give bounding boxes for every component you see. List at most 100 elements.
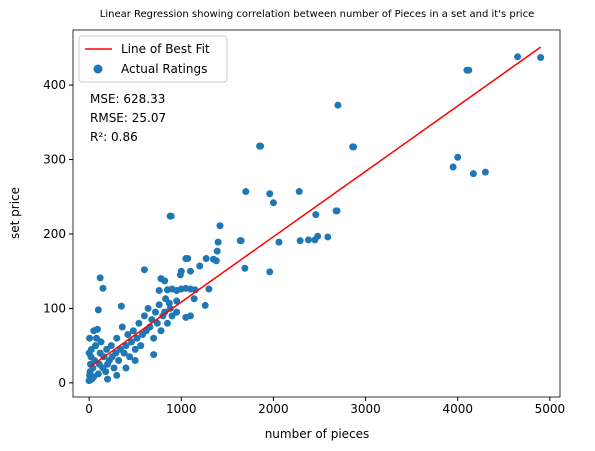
legend-box [78, 35, 228, 83]
scatter-point [167, 212, 175, 220]
scatter-point [454, 153, 462, 161]
scatter-point [92, 342, 100, 350]
scatter-point [120, 349, 128, 357]
legend-swatch [93, 64, 103, 74]
scatter-point [257, 142, 265, 150]
scatter-point [266, 268, 274, 276]
scatter-point [94, 306, 102, 314]
scatter-point [269, 199, 277, 207]
y-tick-label: 200 [43, 227, 66, 241]
scatter-point [97, 338, 105, 346]
scatter-point [86, 334, 94, 342]
annotation: MSE: 628.33 [90, 92, 165, 106]
scatter-point [275, 238, 283, 246]
scatter-point [182, 313, 190, 321]
scatter-point [177, 285, 185, 293]
scatter-point [104, 375, 112, 383]
scatter-point [150, 334, 158, 342]
y-tick-label: 100 [43, 301, 66, 315]
scatter-point [166, 304, 174, 312]
scatter-point [216, 222, 224, 230]
scatter-point [129, 327, 137, 335]
scatter-point [210, 255, 218, 263]
scatter-point [133, 334, 141, 342]
scatter-point [182, 255, 190, 263]
scatter-point [196, 262, 204, 270]
scatter-point [126, 353, 134, 361]
scatter-point [131, 357, 139, 365]
scatter-point [155, 301, 163, 309]
scatter-point [163, 319, 171, 327]
scatter-point [214, 238, 222, 246]
scatter-point [304, 236, 312, 244]
scatter-point [102, 368, 110, 376]
scatter-point [161, 277, 169, 285]
scatter-point [151, 308, 159, 316]
scatter-point [115, 357, 123, 365]
scatter-point [537, 54, 545, 62]
scatter-point [113, 334, 121, 342]
scatter-point [201, 301, 209, 309]
scatter-point [190, 295, 198, 303]
scatter-point [144, 304, 152, 312]
scatter-point [118, 323, 126, 331]
x-tick-label: 0 [85, 402, 93, 416]
regression-line [90, 46, 542, 368]
scatter-point [311, 236, 319, 244]
scatter-point [173, 308, 181, 316]
scatter-point [186, 267, 194, 275]
scatter-point [90, 327, 98, 335]
annotation: RMSE: 25.07 [90, 111, 166, 125]
chart-title: Linear Regression showing correlation be… [100, 9, 534, 20]
scatter-point [469, 170, 477, 178]
legend-label: Line of Best Fit [121, 42, 210, 56]
legend-label: Actual Ratings [121, 62, 207, 76]
scatter-point [135, 319, 143, 327]
scatter-point [117, 302, 125, 310]
scatter-point [449, 163, 457, 171]
scatter-point [334, 101, 342, 109]
scatter-point [122, 364, 130, 372]
scatter-point [324, 233, 332, 241]
x-tick-label: 4000 [442, 402, 473, 416]
scatter-point [350, 143, 358, 151]
scatter-point [155, 287, 163, 295]
scatter-point [153, 319, 161, 327]
scatter-point [131, 345, 139, 353]
scatter-point [99, 284, 107, 292]
scatter-point [173, 297, 181, 305]
scatter-point [110, 364, 118, 372]
annotation: R²: 0.86 [90, 130, 138, 144]
x-tick-label: 3000 [350, 402, 381, 416]
scatter-point [150, 351, 158, 359]
scatter-point [465, 66, 473, 74]
scatter-point [237, 237, 245, 245]
scatter-point [124, 330, 132, 338]
x-tick-label: 5000 [535, 402, 566, 416]
x-tick-label: 1000 [166, 402, 197, 416]
scatter-point [157, 327, 165, 335]
scatter-point [176, 271, 184, 279]
scatter-point [312, 211, 320, 219]
scatter-point [140, 312, 148, 320]
scatter-point [122, 342, 130, 350]
y-tick-label: 400 [43, 78, 66, 92]
scatter-point [85, 349, 93, 357]
scatter-point [333, 207, 341, 215]
x-tick-label: 2000 [258, 402, 289, 416]
scatter-point [140, 266, 148, 274]
scatter-point [205, 285, 213, 293]
plot-frame [72, 29, 561, 398]
scatter-point [296, 237, 304, 245]
scatter-point [96, 274, 104, 282]
y-tick-label: 0 [58, 376, 66, 390]
scatter-point [113, 371, 121, 379]
scatter-point [202, 255, 210, 263]
scatter-point [295, 188, 303, 196]
scatter-point [94, 370, 102, 378]
scatter-point [481, 168, 489, 176]
scatter-point [162, 295, 170, 303]
scatter-point [242, 188, 250, 196]
scatter-point [137, 342, 145, 350]
